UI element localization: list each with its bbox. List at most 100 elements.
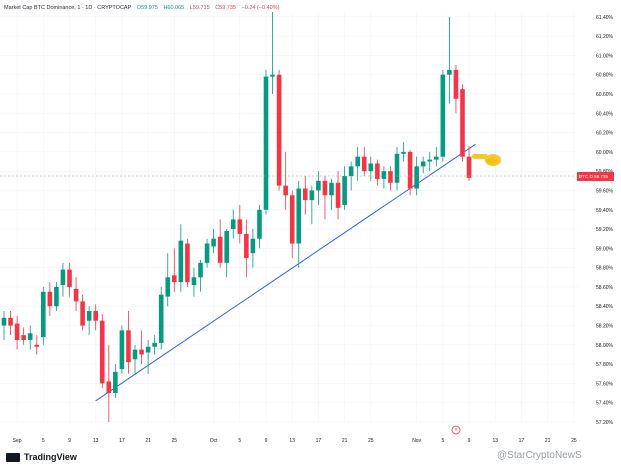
candle-body (126, 330, 131, 363)
candle (250, 229, 256, 268)
candle (99, 313, 105, 389)
candle-body (113, 371, 118, 394)
candle (41, 286, 46, 345)
candle-body (230, 219, 236, 230)
pointing-hand-icon (472, 154, 501, 166)
x-tick-label: 25 (368, 438, 374, 444)
candle (388, 166, 393, 191)
candle (263, 69, 269, 215)
y-tick-label: 61.40% (596, 15, 614, 21)
candle-body (204, 243, 210, 263)
candle-body (211, 238, 216, 247)
y-tick-label: 59.20% (596, 227, 614, 233)
candle-body (447, 69, 452, 75)
candle-body (329, 182, 334, 196)
x-tick-label: 21 (145, 438, 151, 444)
change-value: −0.24 (−0.40%) (241, 5, 280, 11)
candle-body (289, 195, 295, 244)
candle (296, 180, 302, 268)
candle-body (165, 277, 171, 297)
x-tick-label: 9 (468, 438, 471, 444)
y-tick-label: 57.20% (596, 420, 614, 426)
candle-body (132, 349, 138, 360)
candle-body (401, 151, 406, 154)
candle-body (460, 89, 465, 157)
candle-body (322, 180, 328, 196)
candle (1, 311, 7, 340)
candle-body (434, 156, 439, 160)
y-tick-label: 58.40% (596, 304, 614, 310)
candle (427, 151, 433, 172)
candle (342, 166, 347, 210)
chart-legend: Market Cap BTC Dominance, 1 · 1D · CRYPT… (4, 5, 283, 11)
candle (47, 282, 53, 316)
x-tick-label: Oct (210, 438, 218, 444)
candle-body (466, 156, 472, 178)
candle-body (99, 320, 105, 384)
candle-body (368, 163, 374, 172)
candle-body (224, 230, 229, 263)
candle-body (250, 238, 256, 254)
time-axis[interactable]: Sep 5 9 13 17 21 25 Oct 5 9 13 17 21 25 Nov 5 9 13 17 21 25 (13, 438, 577, 444)
y-tick-label: 57.60% (596, 381, 614, 387)
candle-body (73, 288, 79, 302)
candle-body (388, 171, 393, 183)
candle (447, 16, 452, 104)
y-tick-label: 60.60% (596, 92, 614, 98)
candle (381, 166, 387, 189)
candle-body (41, 291, 46, 338)
x-tick-label: 9 (68, 438, 71, 444)
candle-body (348, 166, 354, 176)
candle (368, 156, 374, 181)
candle (145, 340, 151, 374)
watermark: @StarCryptoNewS (497, 450, 582, 461)
price-axis[interactable]: 61.40% 61.20% 61.00% 60.80% 60.60% 60.40% 60.2… (596, 15, 614, 426)
candle (152, 335, 157, 355)
candle-body (420, 161, 426, 167)
candle-body (34, 344, 40, 347)
candle (224, 229, 229, 278)
y-tick-label: 59.00% (596, 246, 614, 252)
candle (348, 161, 354, 191)
candle (14, 315, 20, 350)
candle-body (60, 269, 66, 286)
candle (139, 330, 144, 365)
candle (355, 147, 360, 181)
candle (211, 229, 216, 254)
candle-body (191, 277, 197, 286)
candle (185, 238, 190, 287)
candle (407, 149, 413, 196)
tradingview-branding[interactable]: TradingView (6, 452, 77, 462)
candle (178, 224, 184, 292)
candle (27, 325, 33, 350)
candle (60, 262, 66, 297)
open-value: O59.975 (136, 5, 158, 11)
close-value: C59.735 (215, 5, 236, 11)
last-price-tag: BTC.D 59.735 (577, 172, 614, 181)
candle-body (145, 346, 151, 353)
y-tick-label: 60.80% (596, 73, 614, 79)
candle (322, 176, 328, 220)
candle-body (54, 286, 59, 307)
candle (198, 259, 203, 292)
y-tick-label: 60.40% (596, 111, 614, 117)
candle (276, 69, 282, 191)
y-tick-label: 59.40% (596, 208, 614, 214)
candle (132, 344, 138, 374)
candle (8, 311, 13, 336)
candle-body (14, 323, 20, 340)
candle-body (453, 69, 459, 99)
x-tick-label: 25 (172, 438, 178, 444)
candle (67, 262, 72, 297)
candle-body (185, 243, 190, 283)
calendar-icon[interactable] (451, 425, 461, 435)
x-tick-label: 13 (492, 438, 498, 444)
candle-body (309, 190, 315, 201)
candle-body (1, 317, 7, 326)
candle-body (172, 275, 177, 283)
candle-body (152, 342, 157, 347)
candle-body (342, 176, 347, 205)
candle-body (198, 262, 203, 278)
candle-body (270, 74, 275, 77)
